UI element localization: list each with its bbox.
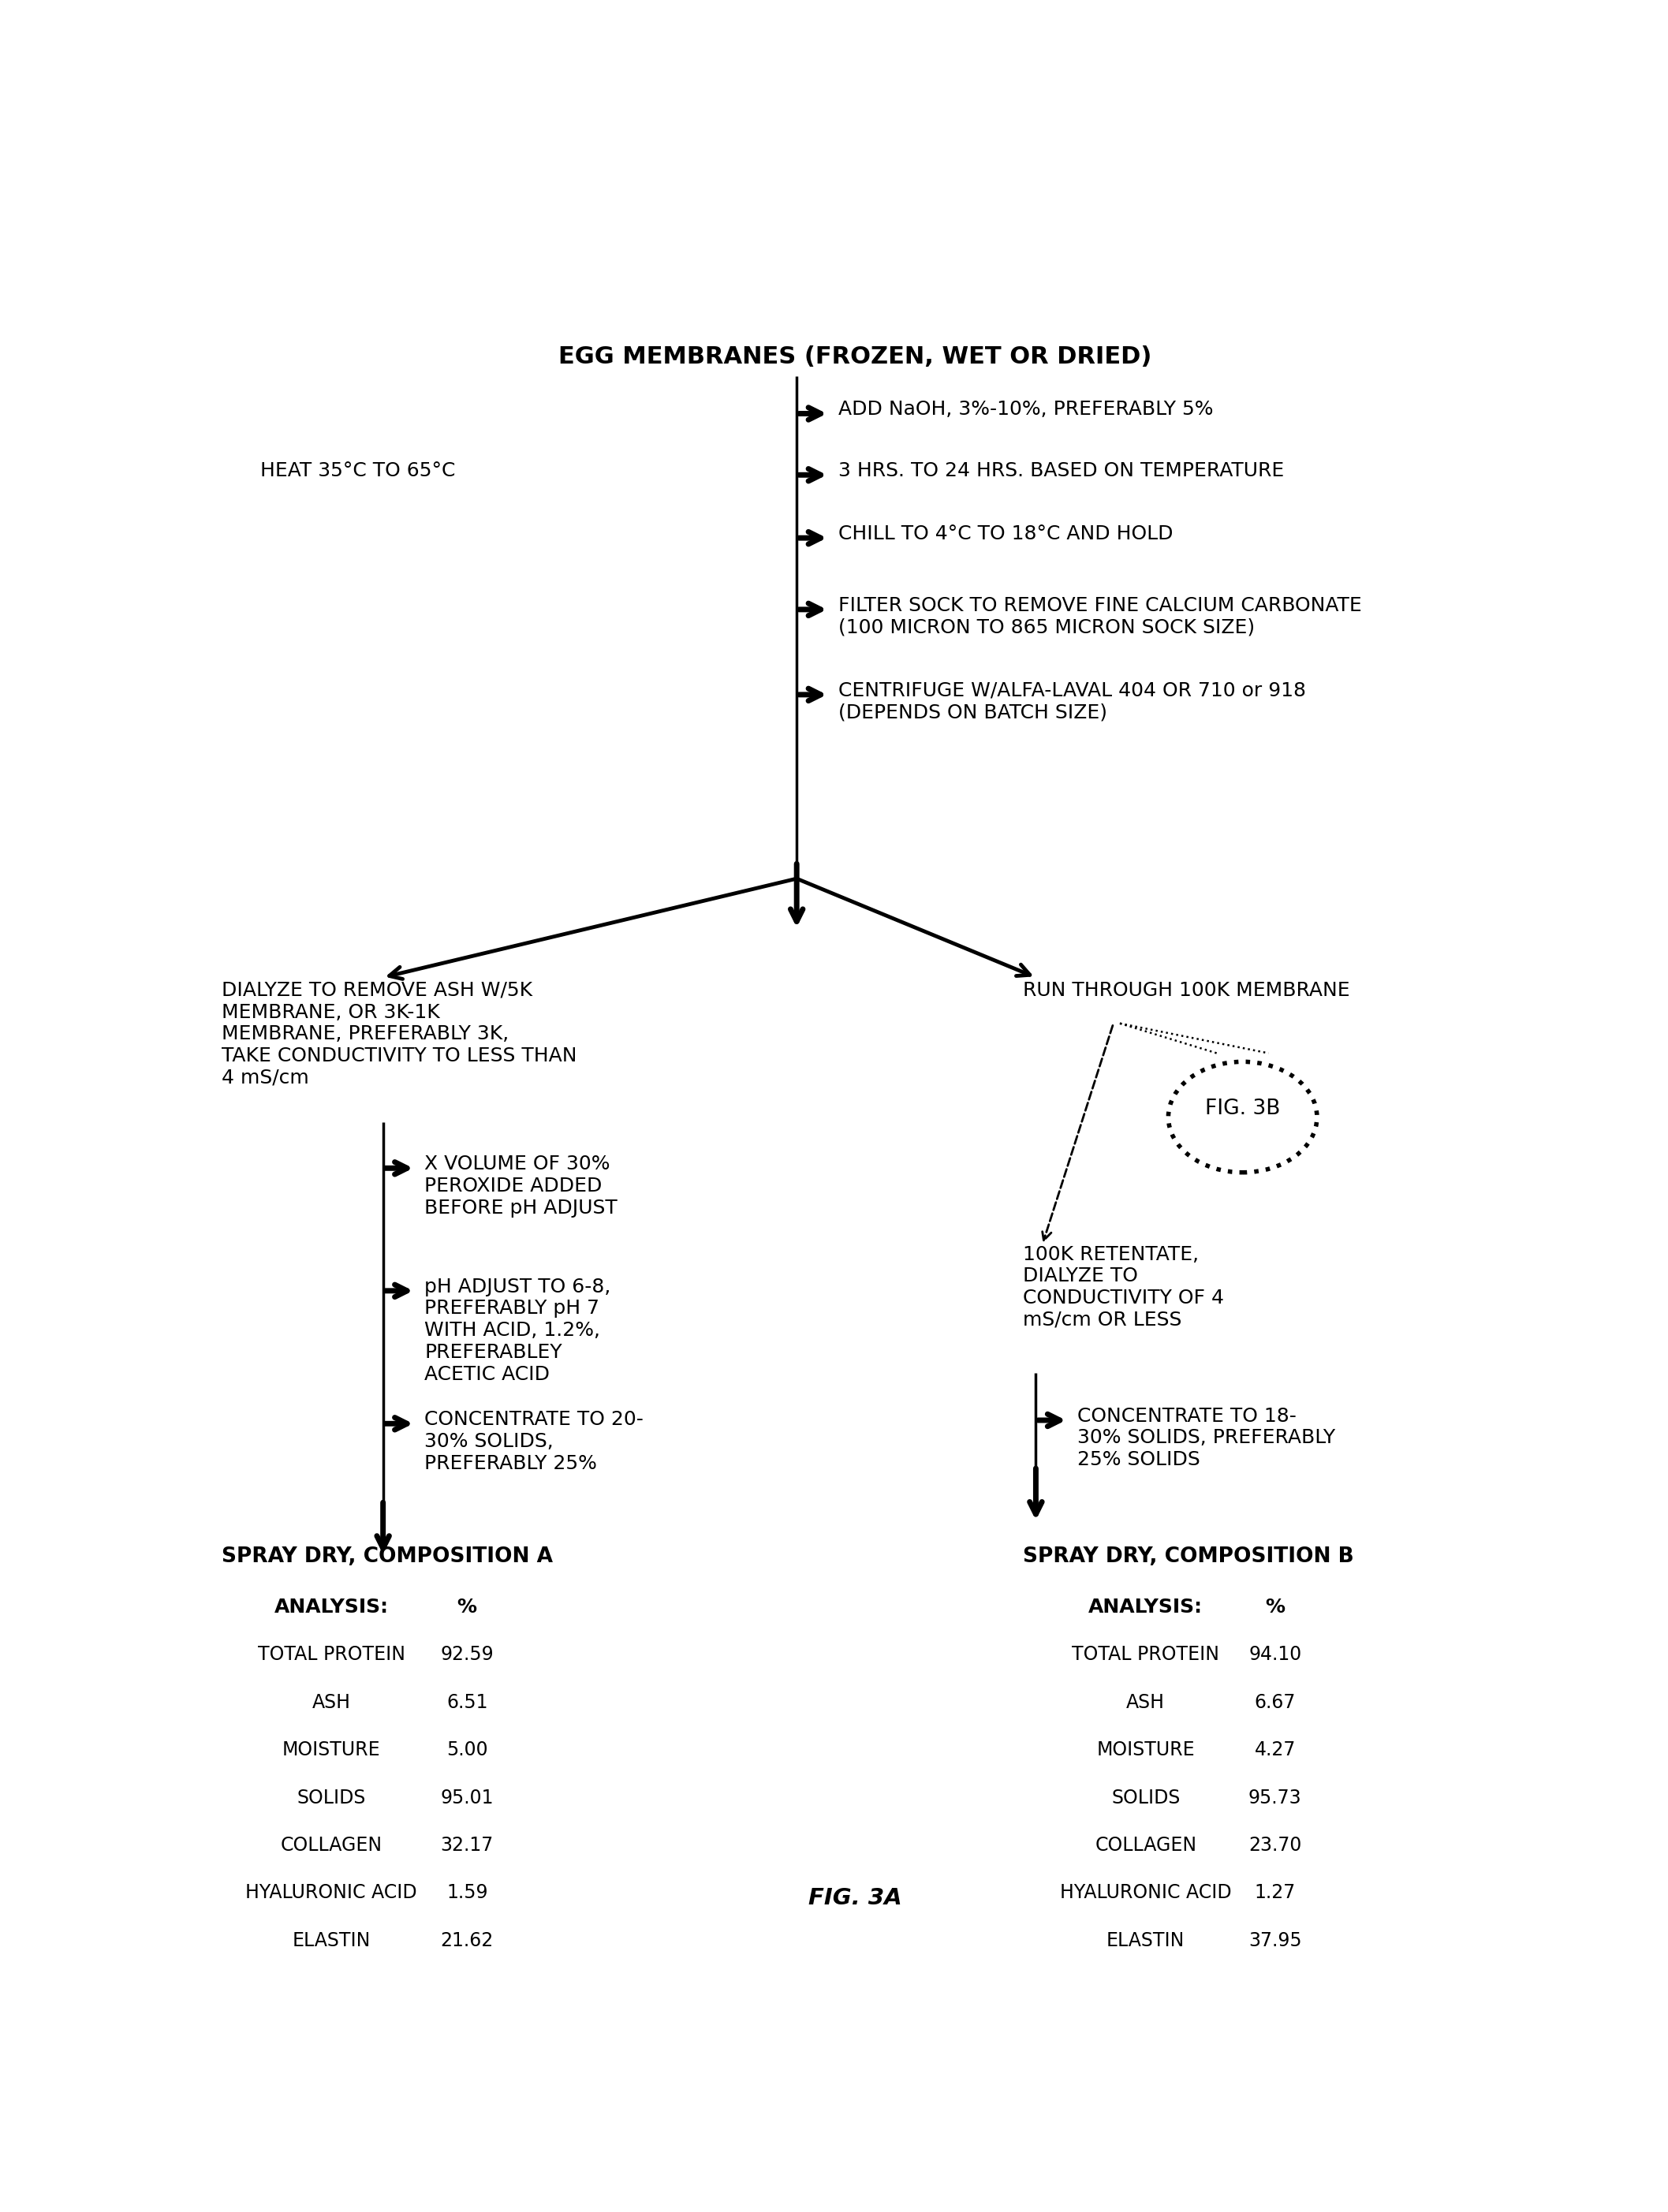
Text: CONCENTRATE TO 18-
30% SOLIDS, PREFERABLY
25% SOLIDS: CONCENTRATE TO 18- 30% SOLIDS, PREFERABL… [1078,1407,1334,1469]
Text: pH ADJUST TO 6-8,
PREFERABLY pH 7
WITH ACID, 1.2%,
PREFERABLEY
ACETIC ACID: pH ADJUST TO 6-8, PREFERABLY pH 7 WITH A… [424,1276,610,1385]
Text: X VOLUME OF 30%
PEROXIDE ADDED
BEFORE pH ADJUST: X VOLUME OF 30% PEROXIDE ADDED BEFORE pH… [424,1155,617,1217]
Text: DIALYZE TO REMOVE ASH W/5K
MEMBRANE, OR 3K-1K
MEMBRANE, PREFERABLY 3K,
TAKE COND: DIALYZE TO REMOVE ASH W/5K MEMBRANE, OR … [222,980,577,1088]
Text: 92.59: 92.59 [440,1646,494,1663]
Text: %: % [457,1597,477,1617]
Text: MOISTURE: MOISTURE [1096,1741,1194,1759]
Text: FILTER SOCK TO REMOVE FINE CALCIUM CARBONATE
(100 MICRON TO 865 MICRON SOCK SIZE: FILTER SOCK TO REMOVE FINE CALCIUM CARBO… [837,595,1361,637]
Text: 32.17: 32.17 [440,1836,494,1854]
Text: SPRAY DRY, COMPOSITION B: SPRAY DRY, COMPOSITION B [1022,1546,1354,1566]
Text: COLLAGEN: COLLAGEN [1094,1836,1196,1854]
Text: SOLIDS: SOLIDS [297,1787,365,1807]
Text: 100K RETENTATE,
DIALYZE TO
CONDUCTIVITY OF 4
mS/cm OR LESS: 100K RETENTATE, DIALYZE TO CONDUCTIVITY … [1022,1245,1224,1329]
Text: 3 HRS. TO 24 HRS. BASED ON TEMPERATURE: 3 HRS. TO 24 HRS. BASED ON TEMPERATURE [837,462,1284,480]
Text: 23.70: 23.70 [1248,1836,1301,1854]
Text: CHILL TO 4°C TO 18°C AND HOLD: CHILL TO 4°C TO 18°C AND HOLD [837,524,1173,544]
Text: 5.00: 5.00 [447,1741,487,1759]
Text: HYALURONIC ACID: HYALURONIC ACID [245,1885,417,1902]
Text: ASH: ASH [1126,1692,1164,1712]
Text: CONCENTRATE TO 20-
30% SOLIDS,
PREFERABLY 25%: CONCENTRATE TO 20- 30% SOLIDS, PREFERABL… [424,1409,644,1473]
Text: ADD NaOH, 3%-10%, PREFERABLY 5%: ADD NaOH, 3%-10%, PREFERABLY 5% [837,400,1213,418]
Text: HEAT 35°C TO 65°C: HEAT 35°C TO 65°C [260,462,455,480]
Text: 1.27: 1.27 [1254,1885,1296,1902]
Text: ANALYSIS:: ANALYSIS: [1089,1597,1203,1617]
Text: COLLAGEN: COLLAGEN [280,1836,382,1854]
Text: MOISTURE: MOISTURE [282,1741,380,1759]
Text: ANALYSIS:: ANALYSIS: [274,1597,389,1617]
Text: 6.51: 6.51 [447,1692,487,1712]
Text: ELASTIN: ELASTIN [292,1931,370,1951]
Text: SOLIDS: SOLIDS [1111,1787,1181,1807]
Text: 95.73: 95.73 [1248,1787,1301,1807]
Text: ASH: ASH [312,1692,350,1712]
Text: TOTAL PROTEIN: TOTAL PROTEIN [1073,1646,1219,1663]
Text: %: % [1264,1597,1284,1617]
Text: 94.10: 94.10 [1248,1646,1301,1663]
Text: 1.59: 1.59 [447,1885,487,1902]
Text: 6.67: 6.67 [1254,1692,1296,1712]
Text: EGG MEMBRANES (FROZEN, WET OR DRIED): EGG MEMBRANES (FROZEN, WET OR DRIED) [559,345,1151,369]
Text: FIG. 3A: FIG. 3A [807,1887,902,1909]
Text: FIG. 3B: FIG. 3B [1204,1099,1281,1119]
Text: SPRAY DRY, COMPOSITION A: SPRAY DRY, COMPOSITION A [222,1546,552,1566]
Text: CENTRIFUGE W/ALFA-LAVAL 404 OR 710 or 918
(DEPENDS ON BATCH SIZE): CENTRIFUGE W/ALFA-LAVAL 404 OR 710 or 91… [837,681,1306,721]
Text: HYALURONIC ACID: HYALURONIC ACID [1059,1885,1231,1902]
Text: 37.95: 37.95 [1248,1931,1301,1951]
Text: 95.01: 95.01 [440,1787,494,1807]
Text: ELASTIN: ELASTIN [1106,1931,1184,1951]
Text: TOTAL PROTEIN: TOTAL PROTEIN [257,1646,405,1663]
Text: 4.27: 4.27 [1254,1741,1296,1759]
Text: 21.62: 21.62 [440,1931,494,1951]
Text: RUN THROUGH 100K MEMBRANE: RUN THROUGH 100K MEMBRANE [1022,980,1349,1000]
